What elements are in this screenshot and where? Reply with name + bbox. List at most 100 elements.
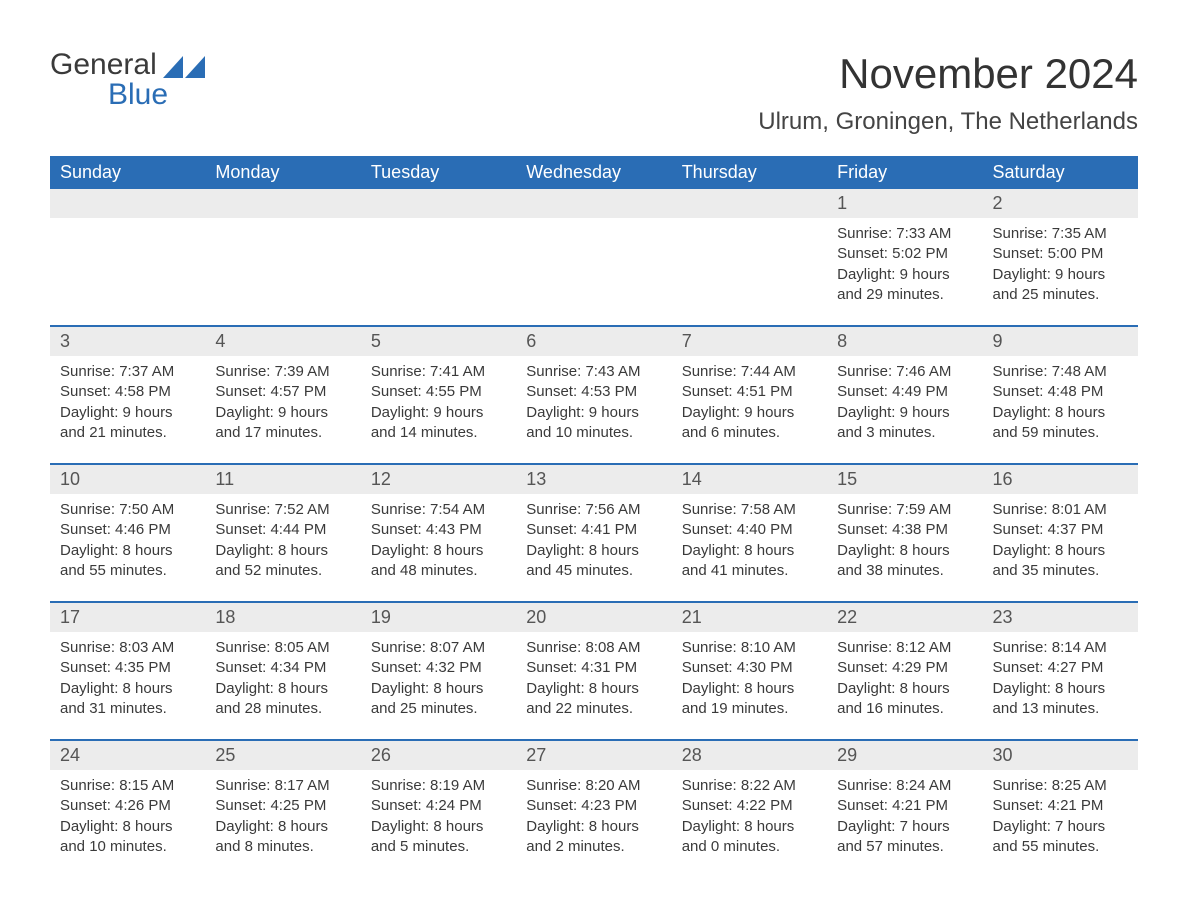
daylight1-text: Daylight: 9 hours	[682, 403, 817, 423]
sunset-text: Sunset: 4:21 PM	[993, 796, 1128, 816]
day-cell: 28Sunrise: 8:22 AMSunset: 4:22 PMDayligh…	[672, 741, 827, 863]
sunset-text: Sunset: 4:22 PM	[682, 796, 817, 816]
daylight1-text: Daylight: 8 hours	[371, 541, 506, 561]
day-number	[50, 189, 205, 218]
day-content: Sunrise: 8:25 AMSunset: 4:21 PMDaylight:…	[983, 770, 1138, 863]
daylight2-text: and 5 minutes.	[371, 837, 506, 857]
sunset-text: Sunset: 4:49 PM	[837, 382, 972, 402]
daylight1-text: Daylight: 8 hours	[215, 541, 350, 561]
day-cell	[50, 189, 205, 311]
week-row: 1Sunrise: 7:33 AMSunset: 5:02 PMDaylight…	[50, 189, 1138, 311]
day-number: 30	[983, 741, 1138, 770]
weekday-header: Sunday	[50, 156, 205, 189]
daylight1-text: Daylight: 8 hours	[526, 679, 661, 699]
month-title: November 2024	[758, 50, 1138, 98]
day-content: Sunrise: 8:20 AMSunset: 4:23 PMDaylight:…	[516, 770, 671, 863]
day-cell	[516, 189, 671, 311]
daylight2-text: and 3 minutes.	[837, 423, 972, 443]
day-content: Sunrise: 7:58 AMSunset: 4:40 PMDaylight:…	[672, 494, 827, 587]
sunset-text: Sunset: 4:37 PM	[993, 520, 1128, 540]
sunrise-text: Sunrise: 8:20 AM	[526, 776, 661, 796]
day-number: 19	[361, 603, 516, 632]
day-number: 18	[205, 603, 360, 632]
daylight2-text: and 41 minutes.	[682, 561, 817, 581]
day-cell: 21Sunrise: 8:10 AMSunset: 4:30 PMDayligh…	[672, 603, 827, 725]
sunrise-text: Sunrise: 7:56 AM	[526, 500, 661, 520]
daylight2-text: and 19 minutes.	[682, 699, 817, 719]
day-number: 1	[827, 189, 982, 218]
daylight1-text: Daylight: 8 hours	[215, 817, 350, 837]
daylight1-text: Daylight: 8 hours	[215, 679, 350, 699]
daylight1-text: Daylight: 8 hours	[682, 541, 817, 561]
day-content: Sunrise: 8:05 AMSunset: 4:34 PMDaylight:…	[205, 632, 360, 725]
day-number: 3	[50, 327, 205, 356]
day-number: 22	[827, 603, 982, 632]
sunrise-text: Sunrise: 7:54 AM	[371, 500, 506, 520]
sunset-text: Sunset: 4:35 PM	[60, 658, 195, 678]
daylight1-text: Daylight: 8 hours	[993, 679, 1128, 699]
day-cell: 1Sunrise: 7:33 AMSunset: 5:02 PMDaylight…	[827, 189, 982, 311]
day-number: 27	[516, 741, 671, 770]
sunrise-text: Sunrise: 8:08 AM	[526, 638, 661, 658]
day-number: 12	[361, 465, 516, 494]
sunset-text: Sunset: 4:27 PM	[993, 658, 1128, 678]
day-content: Sunrise: 8:08 AMSunset: 4:31 PMDaylight:…	[516, 632, 671, 725]
sunset-text: Sunset: 4:30 PM	[682, 658, 817, 678]
day-cell: 6Sunrise: 7:43 AMSunset: 4:53 PMDaylight…	[516, 327, 671, 449]
daylight1-text: Daylight: 8 hours	[526, 541, 661, 561]
sunrise-text: Sunrise: 7:39 AM	[215, 362, 350, 382]
day-number: 17	[50, 603, 205, 632]
day-content: Sunrise: 8:17 AMSunset: 4:25 PMDaylight:…	[205, 770, 360, 863]
daylight2-text: and 2 minutes.	[526, 837, 661, 857]
day-content: Sunrise: 7:48 AMSunset: 4:48 PMDaylight:…	[983, 356, 1138, 449]
daylight2-text: and 59 minutes.	[993, 423, 1128, 443]
day-content: Sunrise: 8:03 AMSunset: 4:35 PMDaylight:…	[50, 632, 205, 725]
daylight2-text: and 52 minutes.	[215, 561, 350, 581]
sunrise-text: Sunrise: 7:43 AM	[526, 362, 661, 382]
day-number: 25	[205, 741, 360, 770]
daylight1-text: Daylight: 9 hours	[837, 403, 972, 423]
weekday-header: Saturday	[983, 156, 1138, 189]
sunrise-text: Sunrise: 8:22 AM	[682, 776, 817, 796]
logo-sail-icon	[163, 56, 205, 83]
day-cell: 2Sunrise: 7:35 AMSunset: 5:00 PMDaylight…	[983, 189, 1138, 311]
day-cell: 10Sunrise: 7:50 AMSunset: 4:46 PMDayligh…	[50, 465, 205, 587]
daylight2-text: and 25 minutes.	[371, 699, 506, 719]
day-cell: 7Sunrise: 7:44 AMSunset: 4:51 PMDaylight…	[672, 327, 827, 449]
day-number: 11	[205, 465, 360, 494]
daylight2-text: and 29 minutes.	[837, 285, 972, 305]
sunrise-text: Sunrise: 7:48 AM	[993, 362, 1128, 382]
sunset-text: Sunset: 4:46 PM	[60, 520, 195, 540]
day-cell: 12Sunrise: 7:54 AMSunset: 4:43 PMDayligh…	[361, 465, 516, 587]
day-content: Sunrise: 7:41 AMSunset: 4:55 PMDaylight:…	[361, 356, 516, 449]
daylight2-text: and 25 minutes.	[993, 285, 1128, 305]
day-cell: 9Sunrise: 7:48 AMSunset: 4:48 PMDaylight…	[983, 327, 1138, 449]
sunset-text: Sunset: 4:51 PM	[682, 382, 817, 402]
day-number: 7	[672, 327, 827, 356]
daylight1-text: Daylight: 8 hours	[993, 541, 1128, 561]
day-number: 21	[672, 603, 827, 632]
sunrise-text: Sunrise: 8:10 AM	[682, 638, 817, 658]
sunrise-text: Sunrise: 8:05 AM	[215, 638, 350, 658]
sunrise-text: Sunrise: 8:01 AM	[993, 500, 1128, 520]
sunrise-text: Sunrise: 8:25 AM	[993, 776, 1128, 796]
sunset-text: Sunset: 4:32 PM	[371, 658, 506, 678]
sunset-text: Sunset: 4:53 PM	[526, 382, 661, 402]
day-content: Sunrise: 8:24 AMSunset: 4:21 PMDaylight:…	[827, 770, 982, 863]
day-cell: 23Sunrise: 8:14 AMSunset: 4:27 PMDayligh…	[983, 603, 1138, 725]
day-number: 24	[50, 741, 205, 770]
day-number: 13	[516, 465, 671, 494]
sunset-text: Sunset: 4:58 PM	[60, 382, 195, 402]
day-number: 4	[205, 327, 360, 356]
sunrise-text: Sunrise: 7:50 AM	[60, 500, 195, 520]
daylight1-text: Daylight: 8 hours	[837, 679, 972, 699]
sunrise-text: Sunrise: 7:46 AM	[837, 362, 972, 382]
day-content: Sunrise: 7:46 AMSunset: 4:49 PMDaylight:…	[827, 356, 982, 449]
day-number: 16	[983, 465, 1138, 494]
sunrise-text: Sunrise: 7:58 AM	[682, 500, 817, 520]
day-content: Sunrise: 8:19 AMSunset: 4:24 PMDaylight:…	[361, 770, 516, 863]
sunset-text: Sunset: 4:23 PM	[526, 796, 661, 816]
day-number	[361, 189, 516, 218]
sunrise-text: Sunrise: 7:35 AM	[993, 224, 1128, 244]
daylight2-text: and 0 minutes.	[682, 837, 817, 857]
